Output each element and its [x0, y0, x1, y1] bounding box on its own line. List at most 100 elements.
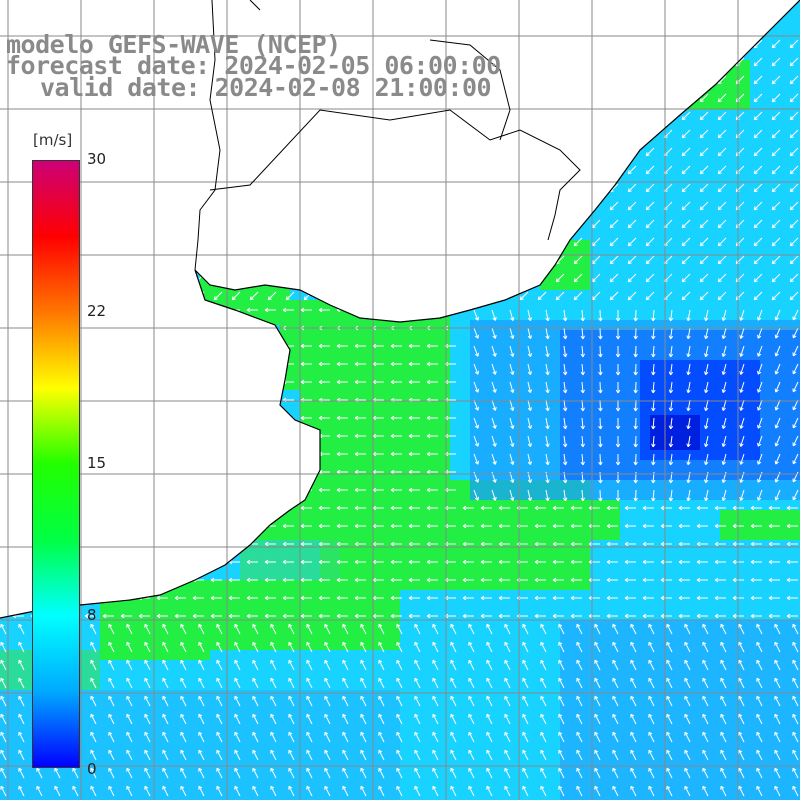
wind-arrow — [378, 749, 385, 761]
wind-arrow — [612, 713, 619, 725]
wind-arrow — [396, 623, 403, 635]
wind-arrow — [432, 749, 439, 761]
wind-arrow — [738, 641, 745, 653]
wind-arrow — [144, 623, 151, 635]
wind-arrow — [609, 219, 619, 229]
wind-arrow — [753, 183, 763, 193]
wind-arrow — [450, 713, 457, 725]
wind-arrow — [288, 767, 295, 779]
wind-arrow — [624, 613, 636, 619]
wind-arrow — [414, 749, 421, 761]
wind-arrow — [774, 695, 781, 707]
wind-arrow — [354, 361, 366, 367]
wind-arrow — [126, 677, 133, 689]
wind-arrow — [789, 39, 799, 49]
wind-arrow — [681, 219, 691, 229]
wind-arrow — [486, 731, 493, 743]
wind-arrow — [756, 713, 763, 725]
wind-arrow — [627, 219, 637, 229]
wind-arrow — [462, 505, 474, 511]
wind-arrow — [318, 595, 330, 601]
wind-arrow — [615, 453, 621, 466]
wind-arrow — [552, 541, 564, 547]
wind-arrow — [702, 713, 709, 725]
wind-arrow — [792, 623, 799, 635]
wind-arrow — [480, 613, 492, 619]
wind-arrow — [396, 641, 403, 653]
wind-arrow — [627, 201, 637, 211]
wind-arrow — [18, 677, 25, 689]
wind-arrow — [750, 577, 762, 583]
wind-arrow — [753, 129, 763, 139]
wind-arrow — [426, 541, 438, 547]
wind-arrow — [786, 577, 798, 583]
wind-arrow — [252, 767, 259, 779]
wind-arrow — [426, 379, 438, 385]
wind-arrow — [627, 255, 637, 265]
wind-arrow — [756, 659, 763, 671]
wind-arrow — [126, 623, 133, 635]
wind-arrow — [138, 613, 150, 619]
wind-arrow — [633, 453, 638, 466]
wind-arrow — [498, 505, 510, 511]
wind-arrow — [450, 623, 457, 635]
wind-arrow — [686, 435, 691, 448]
wind-arrow — [651, 399, 656, 412]
wind-arrow — [288, 695, 295, 707]
wind-arrow — [336, 505, 348, 511]
wind-arrow — [648, 731, 655, 743]
wind-arrow — [580, 345, 586, 358]
wind-arrow — [771, 57, 781, 67]
wind-arrow — [414, 677, 421, 689]
wind-arrow — [721, 435, 727, 447]
wind-arrow — [627, 183, 637, 193]
wind-arrow — [234, 749, 241, 761]
wind-arrow — [342, 731, 349, 743]
wind-arrow — [588, 505, 600, 511]
wind-arrow — [234, 785, 241, 797]
wind-arrow — [606, 577, 618, 583]
wind-arrow — [336, 595, 348, 601]
wind-arrow — [336, 415, 348, 421]
wind-arrow — [573, 255, 583, 265]
wind-arrow — [282, 523, 294, 529]
wind-arrow — [720, 659, 727, 671]
wind-arrow — [228, 577, 240, 583]
wind-arrow — [642, 595, 654, 601]
wind-arrow — [432, 767, 439, 779]
wind-arrow — [527, 435, 533, 448]
wind-arrow — [234, 677, 241, 689]
wind-arrow — [699, 273, 709, 283]
wind-arrow — [666, 731, 673, 743]
wind-arrow — [717, 93, 727, 103]
wind-arrow — [699, 219, 709, 229]
wind-arrow — [522, 713, 529, 725]
wind-arrow — [545, 399, 550, 412]
wind-arrow — [498, 541, 510, 547]
wind-arrow — [264, 307, 276, 313]
wind-arrow — [720, 749, 727, 761]
wind-arrow — [306, 713, 313, 725]
wind-arrow — [774, 731, 781, 743]
wind-arrow — [246, 559, 258, 565]
wind-arrow — [624, 505, 636, 511]
wind-arrow — [390, 343, 402, 349]
wind-arrow — [642, 577, 654, 583]
wind-arrow — [699, 147, 709, 157]
wind-arrow — [645, 201, 655, 211]
wind-arrow — [717, 255, 727, 265]
wind-arrow — [739, 435, 745, 447]
wind-arrow — [651, 453, 656, 466]
wind-arrow — [509, 435, 515, 447]
wind-arrow — [288, 641, 295, 653]
wind-arrow — [228, 595, 240, 601]
wind-arrow — [774, 623, 781, 635]
wind-arrow — [540, 623, 547, 635]
wind-arrow — [792, 731, 799, 743]
wind-arrow — [651, 345, 656, 358]
wind-arrow — [768, 613, 780, 619]
wind-arrow — [198, 659, 205, 671]
wind-arrow — [648, 713, 655, 725]
wind-arrow — [668, 399, 674, 412]
